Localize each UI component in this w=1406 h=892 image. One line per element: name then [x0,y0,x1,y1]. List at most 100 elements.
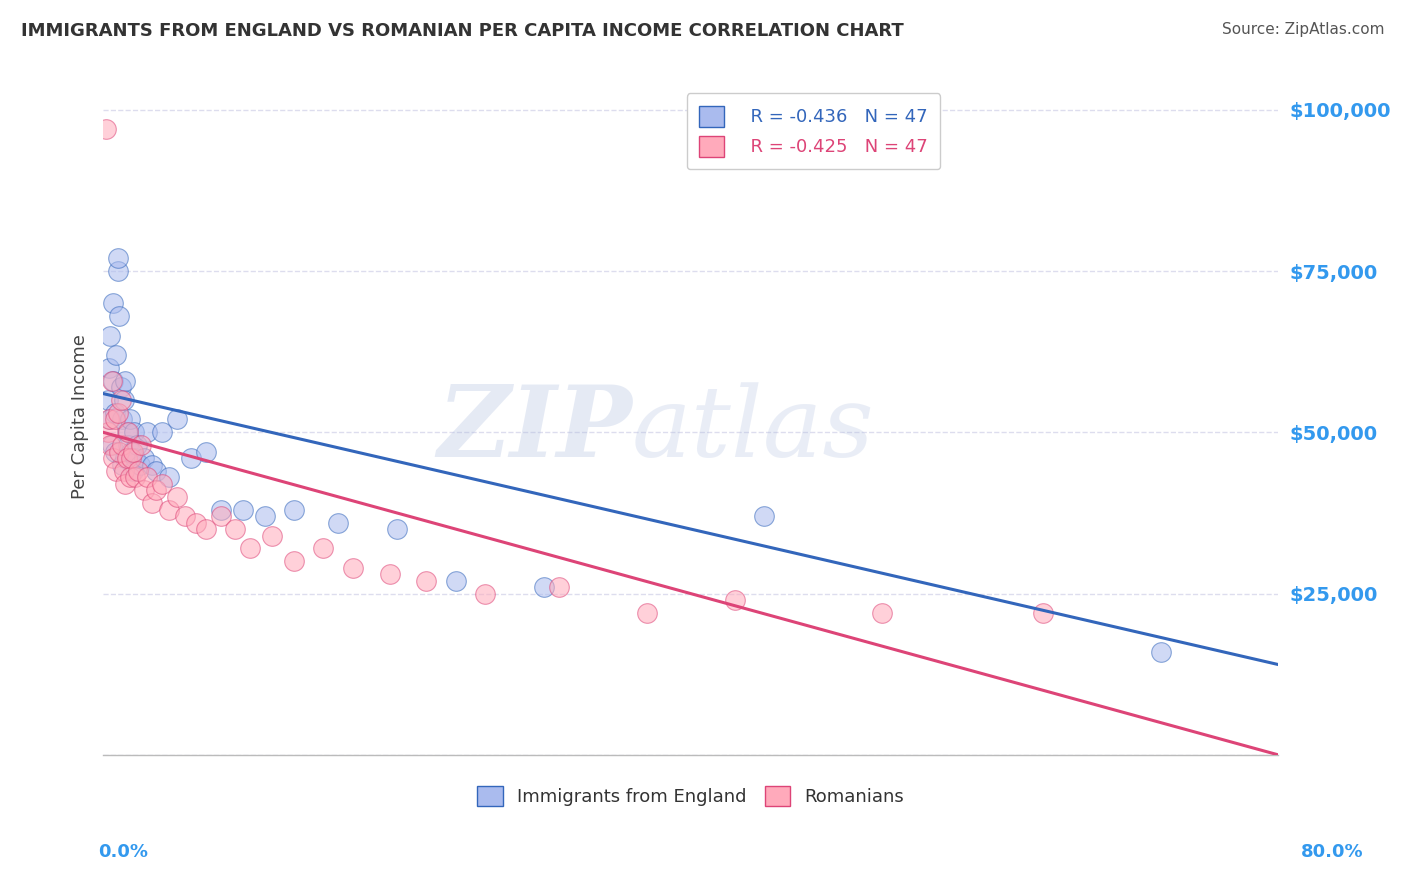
Legend: Immigrants from England, Romanians: Immigrants from England, Romanians [470,779,911,814]
Point [111,458,134,472]
Point [121,444,143,458]
Point [253,509,276,524]
Point [131,438,153,452]
Point [108,309,131,323]
Point [224,522,246,536]
Point [262,528,284,542]
Text: 80.0%: 80.0% [1301,843,1364,861]
Point [101,374,124,388]
Point [112,392,135,407]
Point [111,438,134,452]
Point [184,516,207,530]
Point [474,586,496,600]
Point [101,438,124,452]
Point [104,406,127,420]
Point [134,483,156,498]
Point [110,380,132,394]
Point [125,438,148,452]
Text: 0.0%: 0.0% [98,843,149,861]
Point [107,406,129,420]
Point [118,412,141,426]
Point [547,580,569,594]
Point [117,425,139,440]
Text: Source: ZipAtlas.com: Source: ZipAtlas.com [1222,22,1385,37]
Point [100,412,122,426]
Point [239,541,262,556]
Point [157,470,180,484]
Point [122,425,145,440]
Point [114,374,136,388]
Point [108,444,131,458]
Point [104,444,127,458]
Point [100,438,122,452]
Point [124,470,146,484]
Point [94,122,117,136]
Text: atlas: atlas [631,382,875,477]
Point [115,451,138,466]
Point [103,296,125,310]
Point [96,425,118,440]
Point [312,541,335,556]
Point [98,360,121,375]
Point [136,425,159,440]
Point [118,470,141,484]
Point [112,464,135,478]
Point [114,477,136,491]
Point [121,464,143,478]
Point [342,561,364,575]
Text: IMMIGRANTS FROM ENGLAND VS ROMANIAN PER CAPITA INCOME CORRELATION CHART: IMMIGRANTS FROM ENGLAND VS ROMANIAN PER … [21,22,904,40]
Text: ZIP: ZIP [437,382,631,478]
Point [209,502,232,516]
Point [166,490,188,504]
Point [96,392,118,407]
Point [415,574,437,588]
Point [232,502,254,516]
Point [110,392,132,407]
Point [124,451,146,466]
Point [114,451,136,466]
Point [166,412,188,426]
Y-axis label: Per Capita Income: Per Capita Income [72,334,89,499]
Point [136,470,159,484]
Point [98,412,121,426]
Point [283,502,305,516]
Point [194,522,217,536]
Point [120,444,142,458]
Point [194,444,217,458]
Point [150,425,173,440]
Point [870,606,893,620]
Point [283,554,305,568]
Point [636,606,658,620]
Point [107,251,129,265]
Point [145,483,167,498]
Point [209,509,232,524]
Point [115,425,138,440]
Point [145,464,167,478]
Point [444,574,467,588]
Point [1032,606,1054,620]
Point [533,580,555,594]
Point [385,522,408,536]
Point [120,451,142,466]
Point [128,458,150,472]
Point [117,438,139,452]
Point [141,458,163,472]
Point [141,496,163,510]
Point [103,374,125,388]
Point [100,328,122,343]
Point [111,412,134,426]
Point [754,509,776,524]
Point [134,451,156,466]
Point [1150,645,1173,659]
Point [157,502,180,516]
Point [150,477,173,491]
Point [103,451,125,466]
Point [180,451,202,466]
Point [105,464,128,478]
Point [104,412,127,426]
Point [378,567,401,582]
Point [107,264,129,278]
Point [328,516,350,530]
Point [174,509,197,524]
Point [105,348,128,362]
